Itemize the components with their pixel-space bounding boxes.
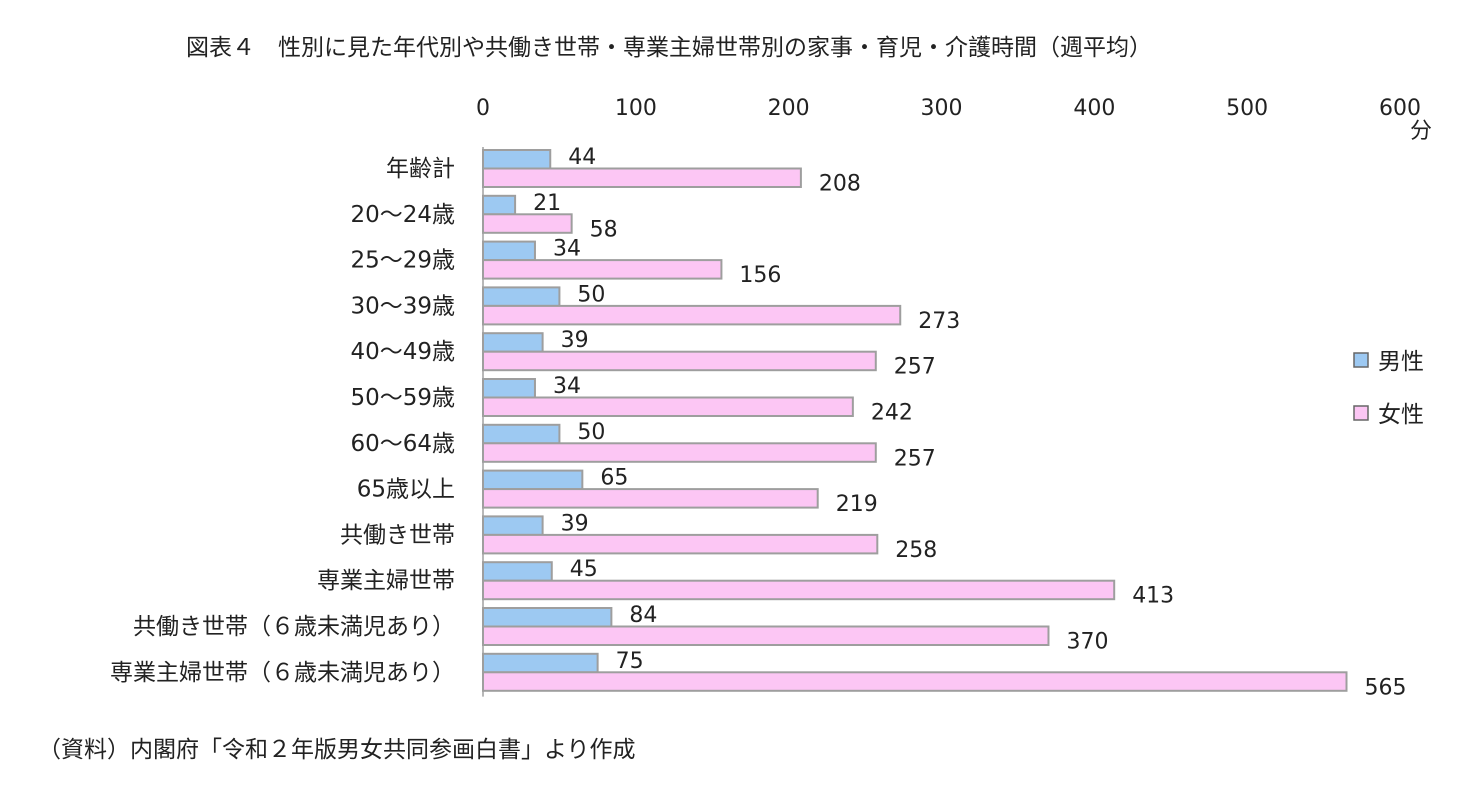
category-label: 共働き世帯（６歳未満児あり）: [133, 614, 455, 640]
value-label-female: 565: [1365, 675, 1407, 700]
category-label: 50～59歳: [350, 385, 455, 411]
category-label: 65歳以上: [357, 477, 455, 503]
legend-swatch-male: [1353, 352, 1369, 368]
bar-male: [482, 240, 536, 262]
x-tick-label: 200: [768, 96, 810, 121]
bar-female: [482, 167, 802, 188]
category-label: 60～64歳: [350, 431, 455, 457]
value-label-male: 39: [561, 511, 589, 536]
value-label-female: 370: [1066, 630, 1108, 655]
value-label-female: 208: [819, 172, 861, 197]
bar-male: [482, 332, 544, 353]
bar-female: [482, 579, 1116, 601]
value-label-male: 39: [561, 328, 589, 353]
bar-male: [482, 423, 561, 445]
x-tick-label: 400: [1073, 96, 1115, 121]
bar-male: [482, 607, 613, 628]
x-tick-label: 600: [1379, 96, 1421, 121]
value-label-female: 257: [894, 446, 936, 471]
bar-female: [482, 625, 1050, 646]
legend-label-male: 男性: [1378, 349, 1424, 375]
value-label-female: 413: [1132, 584, 1174, 609]
chart-title: 図表４ 性別に見た年代別や共働き世帯・専業主婦世帯別の家事・育児・介護時間（週平…: [186, 35, 1152, 61]
x-tick-label: 0: [476, 96, 490, 121]
bar-male: [482, 149, 552, 170]
category-label: 30～39歳: [350, 293, 455, 319]
value-label-male: 65: [600, 466, 628, 491]
value-label-male: 50: [577, 282, 605, 307]
value-label-female: 156: [739, 263, 781, 288]
bar-female: [482, 488, 819, 509]
bar-female: [482, 442, 877, 463]
value-label-male: 84: [629, 603, 657, 628]
bar-female: [482, 213, 573, 234]
bar-male: [482, 194, 517, 216]
x-tick-label: 100: [615, 96, 657, 121]
bar-female: [482, 304, 902, 326]
category-label: 20～24歳: [350, 202, 455, 228]
category-label: 専業主婦世帯（６歳未満児あり）: [110, 660, 455, 686]
value-label-male: 34: [553, 374, 581, 399]
value-label-female: 258: [895, 538, 937, 563]
axis-unit-label: 分: [1410, 119, 1432, 144]
bar-male: [482, 469, 584, 491]
value-label-female: 242: [871, 401, 913, 426]
value-label-female: 58: [590, 217, 618, 242]
value-label-male: 44: [568, 145, 596, 170]
bar-female: [482, 350, 877, 372]
legend-swatch-female: [1353, 405, 1369, 421]
bar-female: [482, 533, 879, 555]
category-label: 25～29歳: [350, 248, 455, 274]
bar-male: [482, 515, 544, 536]
category-label: 年齢計: [386, 156, 455, 182]
x-tick-label: 300: [921, 96, 963, 121]
bar-male: [482, 652, 599, 674]
value-label-male: 21: [533, 191, 561, 216]
value-label-female: 273: [918, 309, 960, 334]
bar-male: [482, 561, 553, 582]
value-label-female: 257: [894, 355, 936, 380]
value-label-male: 34: [553, 237, 581, 262]
bar-male: [482, 378, 536, 399]
legend-label-female: 女性: [1378, 402, 1424, 428]
value-label-male: 75: [616, 649, 644, 674]
value-label-male: 50: [577, 420, 605, 445]
source-note: （資料）内閣府「令和２年版男女共同参画白書」より作成: [38, 737, 636, 763]
x-tick-label: 500: [1226, 96, 1268, 121]
value-label-female: 219: [836, 492, 878, 517]
bar-female: [482, 259, 723, 280]
category-label: 専業主婦世帯: [317, 568, 455, 594]
category-label: 共働き世帯: [340, 522, 455, 548]
value-label-male: 45: [570, 557, 598, 582]
category-label: 40～49歳: [350, 339, 455, 365]
bar-male: [482, 286, 561, 307]
bar-female: [482, 396, 854, 417]
bar-female: [482, 671, 1348, 692]
